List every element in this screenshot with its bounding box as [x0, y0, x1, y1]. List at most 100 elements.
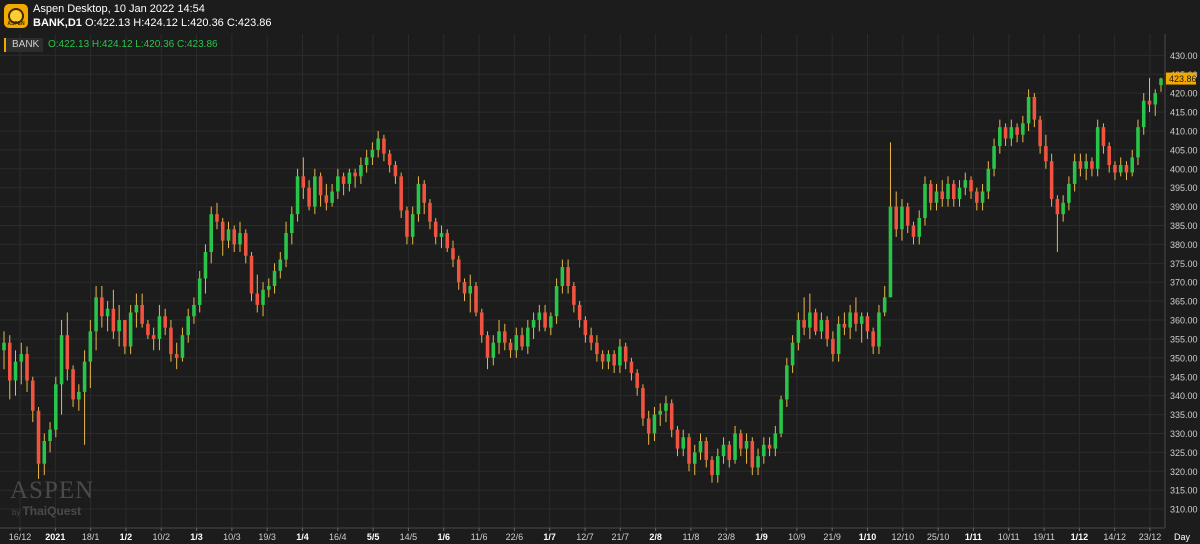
candle-body: [94, 297, 98, 332]
time-tick-label: 2/8: [649, 532, 662, 542]
candle-body: [877, 312, 881, 347]
candle-body: [359, 165, 363, 177]
candle-body: [1009, 127, 1014, 139]
symbol-tag[interactable]: BANK: [4, 38, 44, 52]
candle-body: [307, 187, 311, 207]
candle-body: [364, 157, 369, 165]
candle-body: [428, 202, 432, 222]
time-tick-label: 14/5: [400, 532, 418, 542]
candle-body: [1049, 161, 1054, 200]
candle-body: [854, 312, 858, 324]
time-tick-label: 1/6: [437, 532, 450, 542]
candle-body: [313, 176, 317, 207]
candle-body: [146, 323, 150, 336]
candle-body: [560, 267, 565, 286]
time-tick-label: 10/2: [152, 532, 170, 542]
candle-body: [566, 267, 570, 286]
candle-body: [859, 316, 864, 324]
candle-body: [474, 286, 478, 313]
time-tick-label: 21/7: [612, 532, 630, 542]
time-tick-label: 10/3: [223, 532, 241, 542]
candle-body: [370, 149, 375, 158]
candle-body: [537, 312, 542, 321]
candle-body: [790, 342, 795, 366]
symbol-timeframe: BANK,D1: [33, 17, 82, 29]
candle-body: [209, 214, 214, 252]
candle-body: [77, 391, 81, 400]
candle-body: [750, 441, 755, 468]
time-tick-label: 1/2: [120, 532, 133, 542]
candle-body: [773, 433, 778, 449]
candle-body: [382, 138, 386, 154]
time-tick-label: 11/8: [683, 532, 700, 542]
last-price-label: 423.86: [1169, 74, 1197, 84]
candle-body: [514, 335, 519, 351]
candle-body: [479, 312, 484, 336]
candle-body: [301, 176, 306, 188]
legend-ohlc: O:422.13 H:424.12 L:420.36 C:423.86: [48, 39, 218, 50]
time-tick-label: 19/11: [1033, 532, 1055, 542]
price-tick-label: 410.00: [1170, 126, 1198, 136]
candle-body: [134, 304, 139, 313]
candle-body: [1038, 119, 1042, 147]
price-tick-label: 430.00: [1170, 51, 1198, 61]
price-tick-label: 355.00: [1170, 334, 1198, 344]
price-tick-label: 325.00: [1170, 448, 1198, 458]
candle-body: [249, 255, 254, 294]
time-tick-label: 23/12: [1139, 532, 1162, 542]
time-tick-label: 1/7: [543, 532, 556, 542]
candle-body: [842, 323, 847, 328]
time-tick-label: 16/12: [9, 532, 32, 542]
price-tick-label: 345.00: [1170, 372, 1198, 382]
price-tick-label: 365.00: [1170, 297, 1198, 307]
candle-body: [618, 346, 622, 366]
title-ohlc: O:422.13 H:424.12 L:420.36 C:423.86: [84, 17, 272, 29]
candle-body: [871, 331, 875, 347]
watermark-brand: ASPEN: [10, 477, 95, 504]
candle-body: [733, 433, 737, 460]
watermark-by: by: [12, 508, 21, 517]
time-tick-label: 10/9: [788, 532, 806, 542]
candle-body: [491, 342, 496, 358]
candle-body: [1095, 127, 1100, 169]
candle-body: [549, 316, 553, 328]
candle-body: [215, 214, 219, 222]
price-tick-label: 370.00: [1170, 278, 1198, 288]
candle-body: [623, 346, 628, 362]
candle-body: [612, 354, 616, 366]
candle-body: [318, 176, 323, 196]
candle-body: [255, 293, 260, 305]
time-tick-label: 2021: [45, 532, 65, 542]
price-axis: 310.00 315.00 320.00 325.00 330.00 335.00 340.…: [1164, 34, 1198, 528]
candle-body: [848, 312, 852, 328]
candle-body: [600, 354, 605, 362]
watermark-company: ThaiQuest: [22, 504, 82, 518]
candle-body: [503, 331, 507, 343]
candle-body: [1003, 127, 1008, 139]
price-tick-label: 415.00: [1170, 108, 1198, 118]
price-chart[interactable]: 310.00 315.00 320.00 325.00 330.00 335.00 340.…: [0, 34, 1200, 544]
time-tick-label: 22/6: [506, 532, 524, 542]
candle-body: [998, 127, 1002, 147]
time-axis: 16/12 2021 18/1 1/2 10/2 1/3 10/3 19/3 1/4 16/4 5/…: [0, 527, 1191, 542]
price-tick-label: 335.00: [1170, 410, 1198, 420]
price-tick-label: 390.00: [1170, 202, 1198, 212]
candle-body: [652, 414, 657, 434]
candle-body: [1015, 127, 1019, 135]
candle-body: [226, 229, 231, 241]
price-tick-label: 420.00: [1170, 89, 1198, 99]
candle-body: [336, 176, 340, 192]
candle-body: [347, 172, 352, 184]
candle-body: [756, 456, 760, 468]
candle-body: [744, 441, 749, 449]
watermark: ASPEN by ThaiQuest: [10, 478, 94, 520]
candlestick-series: [2, 77, 1163, 483]
candle-body: [658, 410, 662, 415]
period-label: Day: [1174, 532, 1191, 542]
candle-body: [295, 176, 300, 215]
time-tick-label: 5/5: [367, 532, 380, 542]
candle-body: [526, 327, 530, 347]
candle-body: [646, 418, 651, 434]
candle-body: [739, 433, 743, 449]
candle-body: [928, 183, 933, 203]
